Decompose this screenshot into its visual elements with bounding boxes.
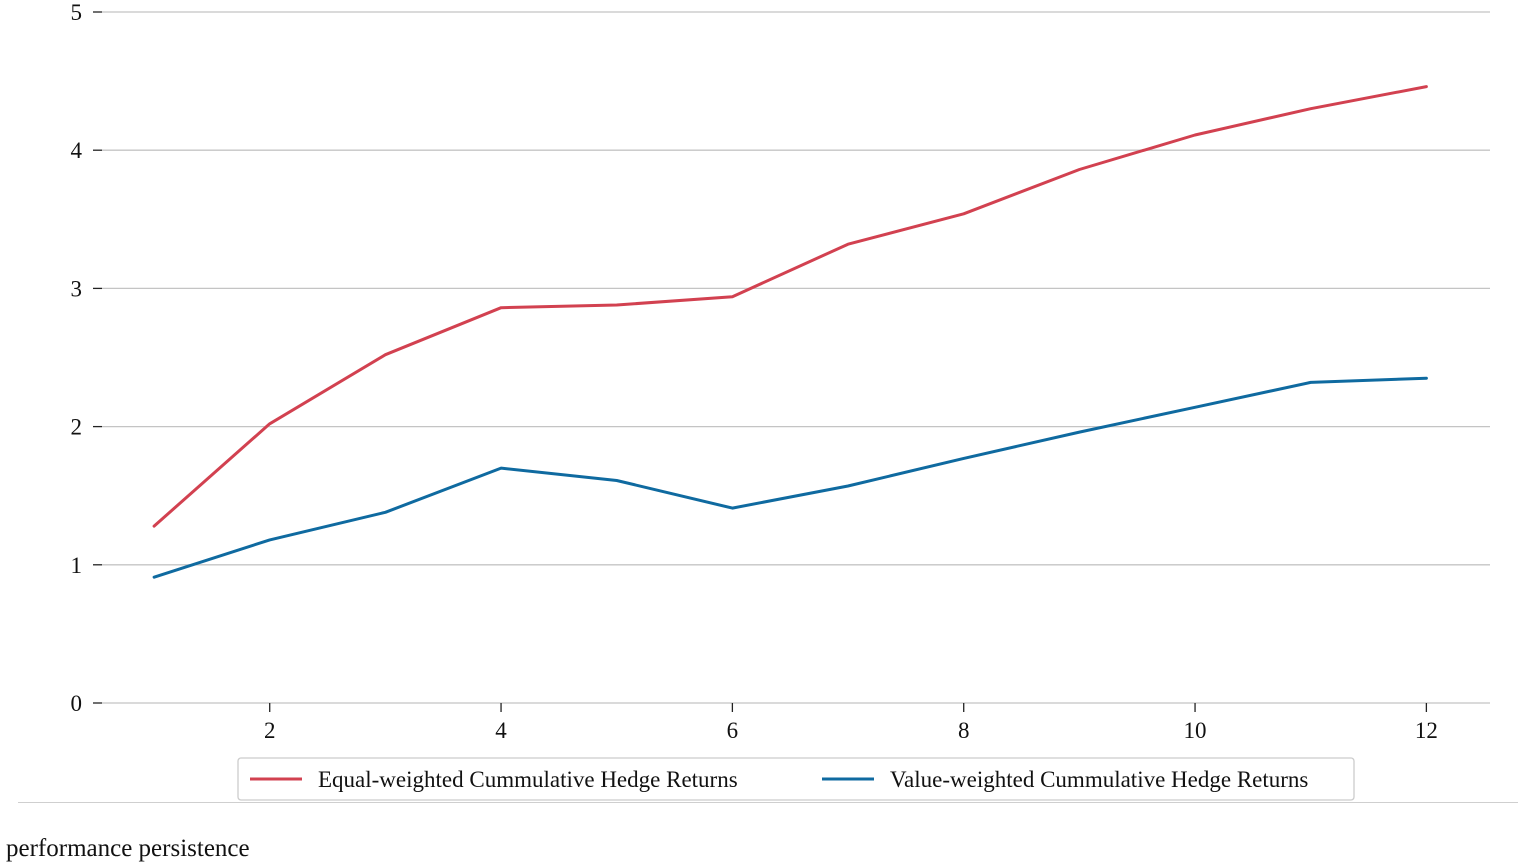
separator-line — [18, 802, 1518, 803]
caption-text: performance persistence — [6, 835, 250, 862]
series-line-2 — [152, 376, 1428, 579]
y-tick-label: 3 — [71, 276, 83, 301]
x-tick-label: 10 — [1184, 718, 1207, 743]
legend-label-2: Value-weighted Cummulative Hedge Returns — [890, 767, 1308, 792]
y-tick-label: 4 — [71, 138, 83, 163]
y-tick-label: 0 — [71, 691, 83, 716]
x-tick-label: 4 — [495, 718, 507, 743]
y-tick-label: 5 — [71, 0, 83, 25]
series-line-1 — [152, 85, 1428, 528]
y-tick-label: 1 — [71, 553, 83, 578]
gridlines — [102, 11, 1490, 704]
legend: Equal-weighted Cummulative Hedge Returns… — [237, 757, 1355, 801]
x-tick-label: 12 — [1415, 718, 1438, 743]
x-tick-label: 6 — [727, 718, 739, 743]
y-tick-label: 2 — [71, 415, 83, 440]
x-tick-label: 2 — [264, 718, 276, 743]
legend-label-1: Equal-weighted Cummulative Hedge Returns — [318, 767, 738, 792]
legend-box — [237, 757, 1355, 801]
x-tick-label: 8 — [958, 718, 970, 743]
series-lines — [152, 85, 1428, 579]
